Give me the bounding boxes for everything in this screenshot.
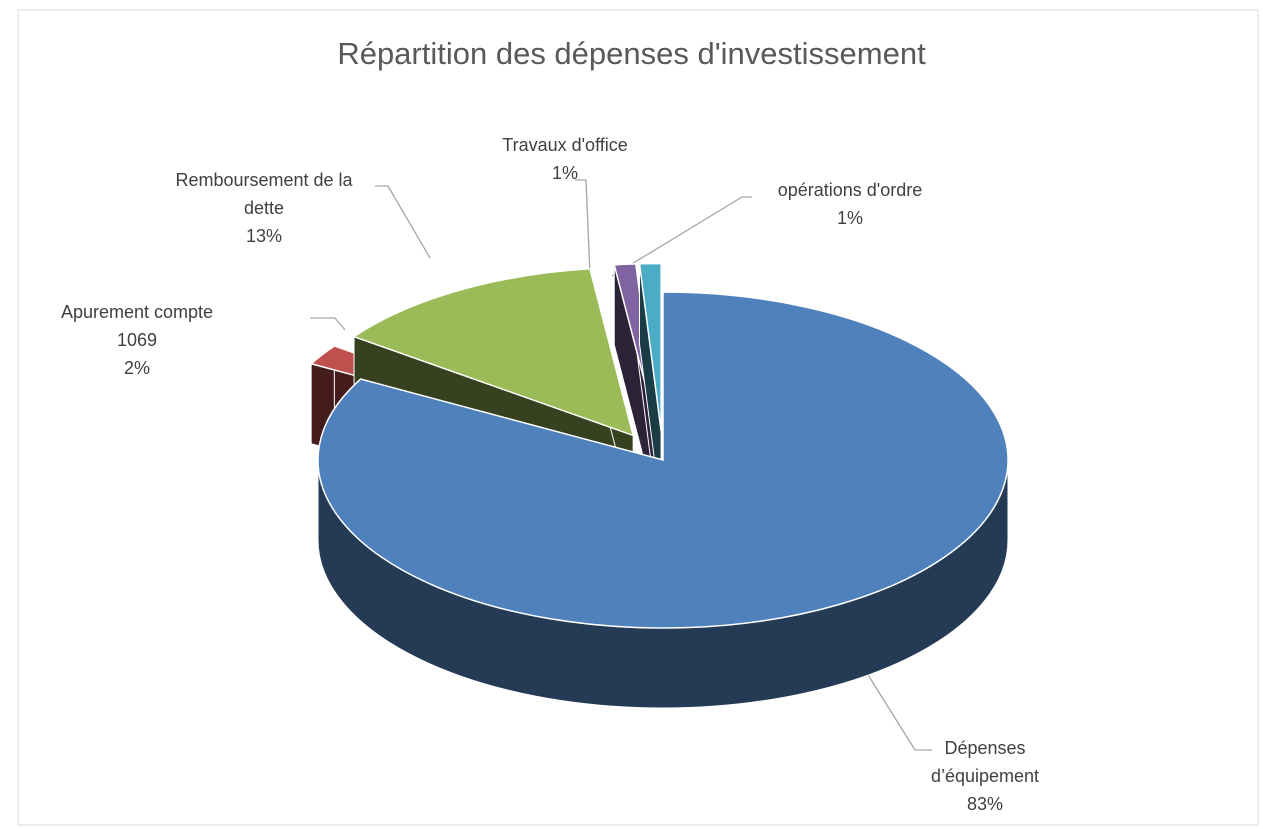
data-label: Apurement compte 1069 2% xyxy=(47,298,227,382)
leader-line xyxy=(310,317,346,331)
label-value: 13% xyxy=(245,226,283,246)
slice-top xyxy=(317,291,1009,629)
chart-title: Répartition des dépenses d'investissemen… xyxy=(337,36,926,71)
data-label: Remboursement de la dette 13% xyxy=(154,166,374,250)
data-label: Travaux d'office 1% xyxy=(465,131,665,187)
leader-line xyxy=(611,196,752,277)
leader-line xyxy=(864,669,932,751)
data-label: Dépenses d’équipement 83% xyxy=(895,734,1075,818)
label-value: 2% xyxy=(123,358,150,378)
label-category: Remboursement de la dette xyxy=(175,170,353,218)
label-category: Dépenses d’équipement xyxy=(930,738,1040,786)
leader-lines xyxy=(310,179,932,751)
slice-top xyxy=(638,262,662,432)
label-category: opérations d'ordre xyxy=(777,180,923,200)
label-category: Apurement compte 1069 xyxy=(60,302,214,350)
leader-line xyxy=(575,179,591,276)
label-category: Travaux d'office xyxy=(502,135,628,155)
leader-line xyxy=(375,185,431,259)
data-label: opérations d'ordre 1% xyxy=(740,176,960,232)
label-value: 1% xyxy=(836,208,863,228)
label-value: 83% xyxy=(966,794,1004,814)
pie xyxy=(309,262,1009,709)
slice-top xyxy=(352,267,635,437)
label-value: 1% xyxy=(551,163,578,183)
slice xyxy=(317,291,1009,709)
